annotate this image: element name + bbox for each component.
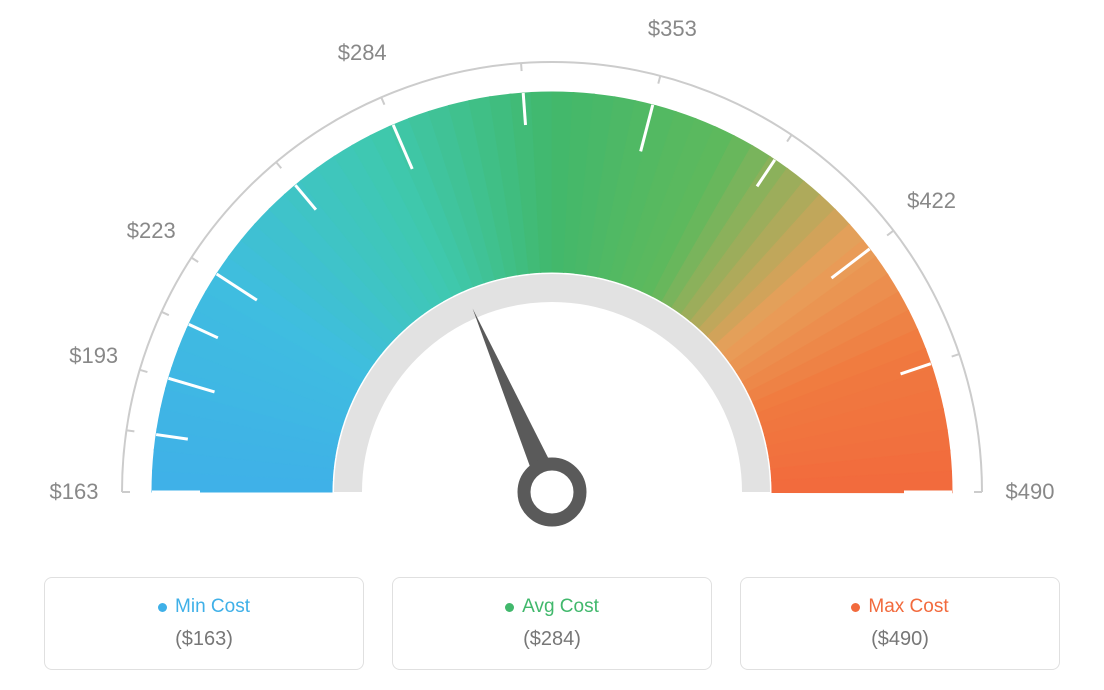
legend-title-text: Min Cost: [175, 596, 250, 618]
dot-icon: [158, 603, 167, 612]
legend-title-text: Avg Cost: [522, 596, 599, 618]
gauge-tick-label: $163: [50, 479, 99, 505]
legend-row: Min Cost ($163) Avg Cost ($284) Max Cost…: [0, 577, 1104, 670]
legend-value-max: ($490): [751, 628, 1049, 651]
gauge-tick-label: $490: [1006, 479, 1055, 505]
legend-title-text: Max Cost: [868, 596, 948, 618]
legend-card-max: Max Cost ($490): [740, 577, 1060, 670]
legend-card-min: Min Cost ($163): [44, 577, 364, 670]
legend-title-avg: Avg Cost: [505, 596, 599, 618]
legend-title-max: Max Cost: [851, 596, 948, 618]
gauge-tick-label: $422: [907, 188, 956, 214]
cost-gauge: $163 $193 $223 $284 $353 $422 $490: [0, 0, 1104, 560]
dot-icon: [851, 603, 860, 612]
gauge-tick-label: $223: [127, 218, 176, 244]
gauge-tick-label: $353: [648, 16, 697, 42]
gauge-tick-label: $284: [338, 40, 387, 66]
legend-value-avg: ($284): [403, 628, 701, 651]
dot-icon: [505, 603, 514, 612]
legend-card-avg: Avg Cost ($284): [392, 577, 712, 670]
legend-title-min: Min Cost: [158, 596, 250, 618]
gauge-tick-label: $193: [69, 343, 118, 369]
legend-value-min: ($163): [55, 628, 353, 651]
gauge-svg: [0, 0, 1104, 560]
